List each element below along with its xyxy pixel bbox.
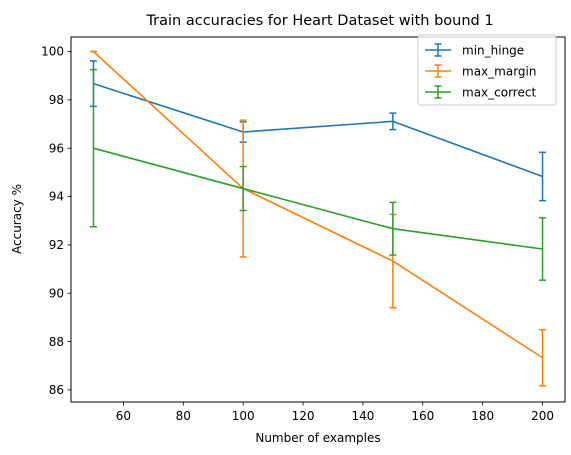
legend-label: max_margin <box>462 65 536 79</box>
legend-entry-max_correct: max_correct <box>425 85 536 100</box>
x-axis: 60 80 100 120 140 160 180 200 <box>116 402 554 423</box>
y-tick-label: 96 <box>49 141 64 155</box>
legend-box <box>417 34 557 106</box>
x-tick-label: 120 <box>292 409 315 423</box>
x-tick-label: 80 <box>176 409 191 423</box>
y-tick-label: 92 <box>49 238 64 252</box>
legend-label: min_hinge <box>462 44 524 58</box>
y-axis-label: Accuracy % <box>10 184 24 254</box>
x-tick-label: 160 <box>411 409 434 423</box>
series-line-min_hinge <box>93 82 543 178</box>
x-axis-label: Number of examples <box>255 431 380 445</box>
series-line-max_correct <box>93 147 543 250</box>
x-tick-label: 60 <box>116 409 131 423</box>
axes-frame <box>70 36 566 403</box>
series-line-max_margin <box>92 50 543 359</box>
x-tick-label: 180 <box>471 409 494 423</box>
x-tick-label: 140 <box>351 409 374 423</box>
y-tick-label: 88 <box>49 335 64 349</box>
legend: min_hinge max_margin max_correct <box>417 34 557 106</box>
x-tick-label: 100 <box>232 409 255 423</box>
y-tick-label: 98 <box>49 93 64 107</box>
y-axis: 86 88 90 92 94 96 98 100 <box>41 45 71 397</box>
chart-title: Train accuracies for Heart Dataset with … <box>145 13 493 29</box>
series-layer <box>89 50 547 387</box>
plot-area: 60 80 100 120 140 160 180 200 86 88 90 92 94 96 98 100 <box>41 36 566 423</box>
legend-entry-max_margin: max_margin <box>425 64 536 79</box>
legend-entry-min_hinge: min_hinge <box>425 43 524 58</box>
legend-label: max_correct <box>462 86 536 100</box>
y-tick-label: 100 <box>41 45 64 59</box>
series-max_margin <box>89 50 547 387</box>
series-max_correct <box>89 68 547 281</box>
y-tick-label: 94 <box>49 190 64 204</box>
y-tick-label: 90 <box>49 286 64 300</box>
x-tick-label: 200 <box>531 409 554 423</box>
y-tick-label: 86 <box>49 383 64 397</box>
